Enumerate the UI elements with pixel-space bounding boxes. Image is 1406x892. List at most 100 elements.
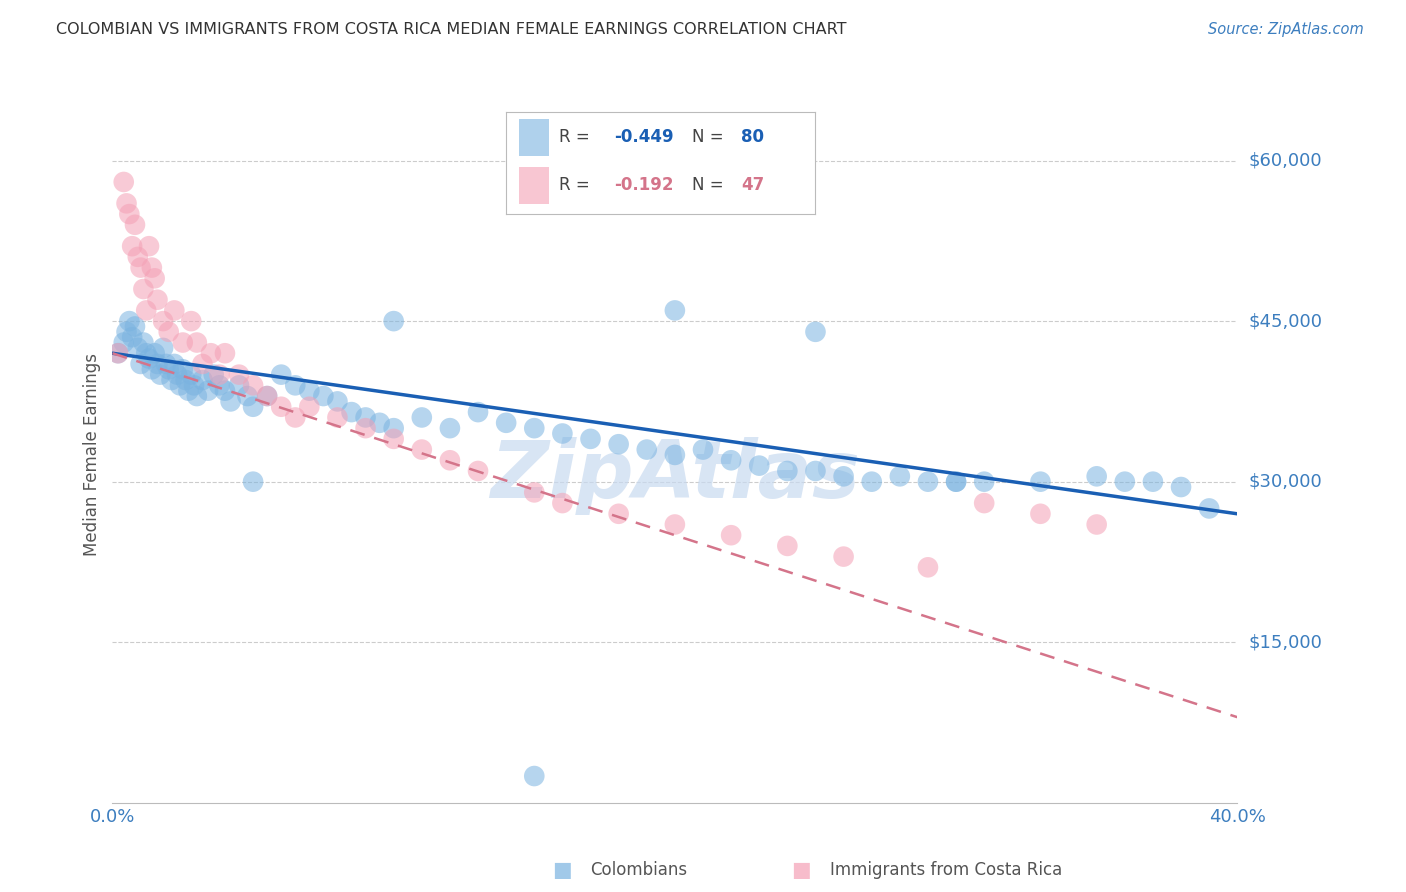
Point: [172, 362, 194, 376]
Point: [523, 485, 546, 500]
Point: [804, 325, 827, 339]
Point: [152, 341, 174, 355]
Point: [776, 464, 799, 478]
Point: [208, 378, 231, 392]
Point: [242, 378, 264, 392]
Point: [439, 453, 461, 467]
Point: [270, 400, 292, 414]
Point: [439, 421, 461, 435]
Point: [1029, 475, 1052, 489]
Bar: [519, 119, 550, 155]
Point: [607, 507, 630, 521]
Point: [124, 319, 146, 334]
Text: Source: ZipAtlas.com: Source: ZipAtlas.com: [1208, 22, 1364, 37]
Text: $30,000: $30,000: [1249, 473, 1322, 491]
Point: [169, 378, 191, 392]
Text: ZipAtlas: ZipAtlas: [489, 437, 860, 515]
Point: [228, 378, 250, 392]
Point: [115, 325, 138, 339]
Point: [298, 400, 321, 414]
Point: [664, 448, 686, 462]
Point: [664, 303, 686, 318]
Point: [748, 458, 770, 473]
Text: 47: 47: [741, 177, 765, 194]
Point: [945, 475, 967, 489]
Point: [183, 378, 205, 392]
Point: [177, 384, 200, 398]
Point: [141, 260, 163, 275]
Point: [186, 389, 208, 403]
Text: $15,000: $15,000: [1249, 633, 1322, 651]
Point: [163, 303, 186, 318]
Text: ■: ■: [553, 860, 572, 880]
Point: [776, 539, 799, 553]
Point: [368, 416, 391, 430]
Point: [129, 357, 152, 371]
Point: [973, 496, 995, 510]
Y-axis label: Median Female Earnings: Median Female Earnings: [83, 353, 101, 557]
Point: [112, 335, 135, 350]
Point: [172, 335, 194, 350]
Point: [155, 357, 177, 371]
Point: [129, 260, 152, 275]
Point: [692, 442, 714, 457]
Text: R =: R =: [558, 128, 595, 146]
Point: [180, 314, 202, 328]
Point: [157, 325, 180, 339]
Point: [1142, 475, 1164, 489]
Point: [354, 421, 377, 435]
Point: [411, 410, 433, 425]
Point: [157, 362, 180, 376]
Point: [112, 175, 135, 189]
Text: N =: N =: [692, 128, 728, 146]
Point: [523, 769, 546, 783]
Point: [354, 410, 377, 425]
Point: [146, 293, 169, 307]
Point: [720, 528, 742, 542]
Point: [107, 346, 129, 360]
Point: [124, 218, 146, 232]
Point: [720, 453, 742, 467]
Point: [143, 271, 166, 285]
Point: [382, 421, 405, 435]
Point: [138, 351, 160, 366]
Point: [214, 384, 236, 398]
Text: -0.449: -0.449: [614, 128, 673, 146]
Point: [174, 373, 197, 387]
Point: [166, 368, 188, 382]
Point: [551, 496, 574, 510]
Point: [214, 346, 236, 360]
Point: [118, 314, 141, 328]
Text: COLOMBIAN VS IMMIGRANTS FROM COSTA RICA MEDIAN FEMALE EARNINGS CORRELATION CHART: COLOMBIAN VS IMMIGRANTS FROM COSTA RICA …: [56, 22, 846, 37]
Point: [1114, 475, 1136, 489]
Text: ■: ■: [792, 860, 811, 880]
Point: [889, 469, 911, 483]
Point: [132, 335, 155, 350]
Point: [1085, 469, 1108, 483]
Text: N =: N =: [692, 177, 728, 194]
Point: [121, 330, 143, 344]
Point: [107, 346, 129, 360]
Point: [118, 207, 141, 221]
Point: [197, 384, 219, 398]
Point: [146, 357, 169, 371]
Point: [804, 464, 827, 478]
Point: [945, 475, 967, 489]
Point: [523, 421, 546, 435]
Point: [579, 432, 602, 446]
Point: [270, 368, 292, 382]
Point: [973, 475, 995, 489]
Point: [326, 410, 349, 425]
Point: [208, 368, 231, 382]
Point: [219, 394, 242, 409]
Point: [138, 239, 160, 253]
Point: [551, 426, 574, 441]
Point: [135, 346, 157, 360]
Text: 80: 80: [741, 128, 765, 146]
Point: [191, 373, 214, 387]
Point: [143, 346, 166, 360]
Point: [340, 405, 363, 419]
Point: [163, 357, 186, 371]
Point: [1085, 517, 1108, 532]
Point: [180, 368, 202, 382]
